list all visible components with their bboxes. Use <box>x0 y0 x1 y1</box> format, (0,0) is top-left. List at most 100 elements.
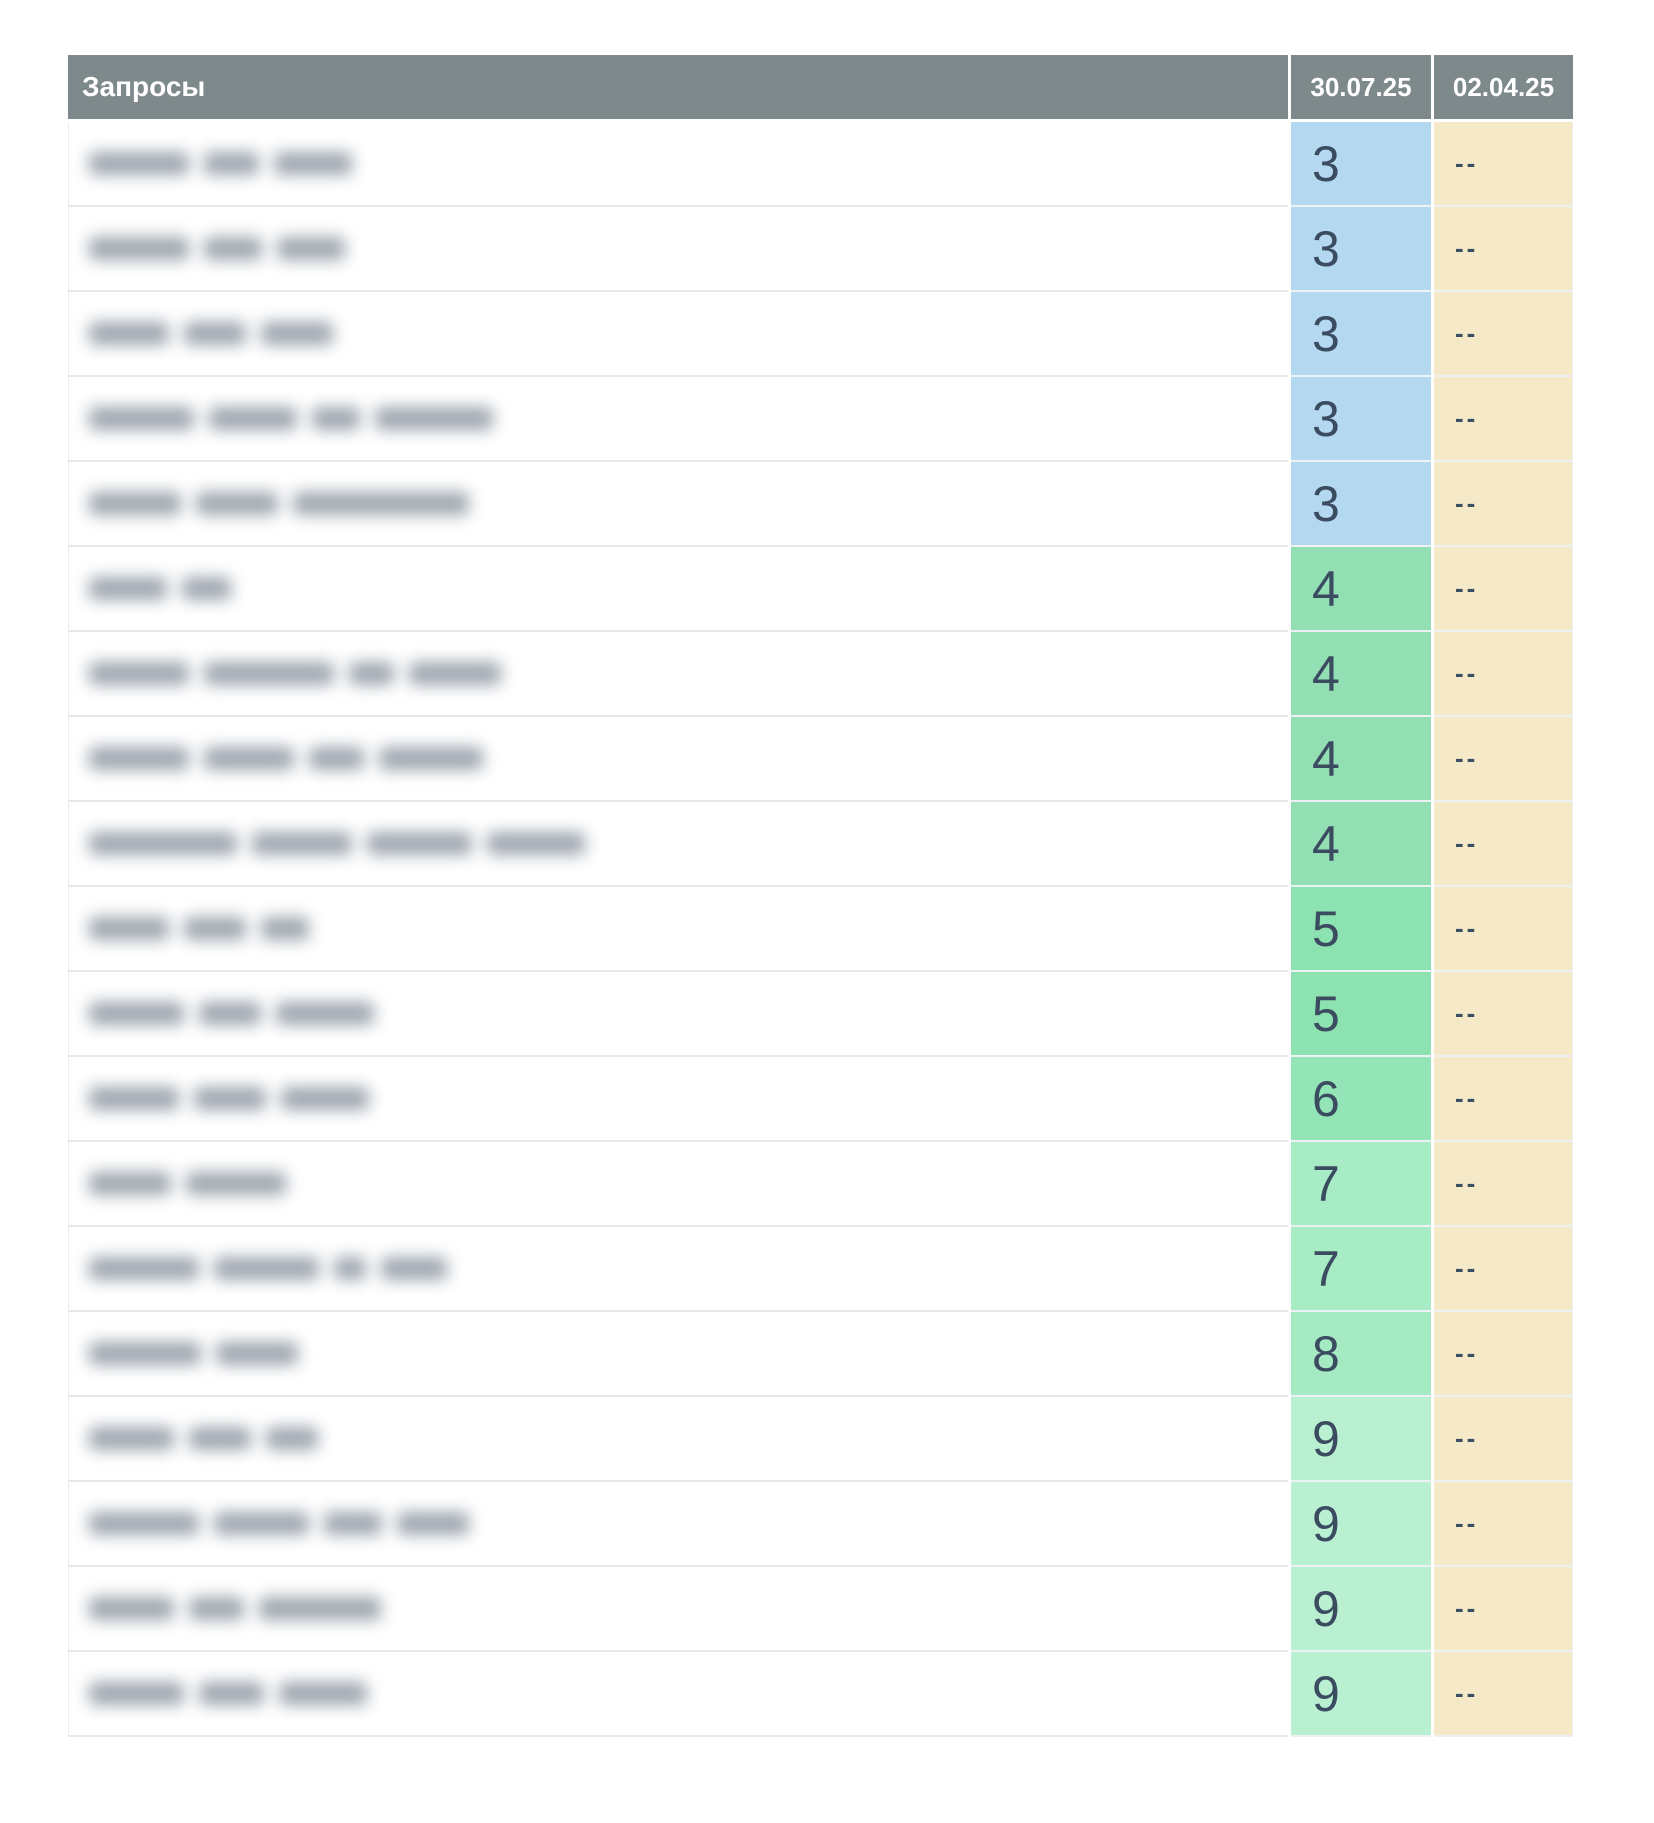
column-header-date-previous[interactable]: 02.04.25 <box>1434 55 1573 119</box>
blurred-word <box>409 662 501 685</box>
blurred-word <box>89 1342 201 1365</box>
previous-position-cell: -- <box>1434 1227 1573 1312</box>
query-row[interactable]: 5 -- <box>68 887 1573 972</box>
query-cell[interactable] <box>68 887 1288 972</box>
blurred-word <box>189 1597 244 1620</box>
query-cell[interactable] <box>68 1652 1288 1737</box>
position-cell: 8 <box>1291 1312 1431 1397</box>
position-cell: 9 <box>1291 1482 1431 1567</box>
query-cell[interactable] <box>68 122 1288 207</box>
blurred-word <box>216 1342 298 1365</box>
previous-position-cell: -- <box>1434 1482 1573 1567</box>
blurred-query-text <box>89 1002 374 1025</box>
previous-position-cell: -- <box>1434 122 1573 207</box>
blurred-word <box>312 407 360 430</box>
blurred-word <box>89 747 189 770</box>
query-cell[interactable] <box>68 1142 1288 1227</box>
position-cell: 3 <box>1291 207 1431 292</box>
query-cell[interactable] <box>68 1312 1288 1397</box>
blurred-word <box>334 1257 366 1280</box>
previous-position-cell: -- <box>1434 292 1573 377</box>
position-value: 4 <box>1312 645 1340 702</box>
column-header-date-current[interactable]: 30.07.25 <box>1291 55 1431 119</box>
blurred-word <box>279 1682 367 1705</box>
previous-position-cell: -- <box>1434 887 1573 972</box>
position-cell: 4 <box>1291 802 1431 887</box>
blurred-word <box>367 832 472 855</box>
blurred-word <box>259 1597 381 1620</box>
position-cell: 4 <box>1291 632 1431 717</box>
query-cell[interactable] <box>68 632 1288 717</box>
query-cell[interactable] <box>68 547 1288 632</box>
blurred-word <box>89 492 181 515</box>
blurred-query-text <box>89 1087 369 1110</box>
query-row[interactable]: 4 -- <box>68 632 1573 717</box>
query-cell[interactable] <box>68 972 1288 1057</box>
query-row[interactable]: 3 -- <box>68 292 1573 377</box>
query-row[interactable]: 5 -- <box>68 972 1573 1057</box>
previous-position-value: -- <box>1455 1083 1479 1113</box>
query-row[interactable]: 7 -- <box>68 1142 1573 1227</box>
blurred-word <box>89 1512 199 1535</box>
previous-position-value: -- <box>1455 1253 1479 1283</box>
query-cell[interactable] <box>68 1057 1288 1142</box>
query-row[interactable]: 3 -- <box>68 377 1573 462</box>
query-cell[interactable] <box>68 717 1288 802</box>
previous-position-value: -- <box>1455 403 1479 433</box>
blurred-query-text <box>89 237 345 260</box>
blurred-word <box>89 832 237 855</box>
query-row[interactable]: 8 -- <box>68 1312 1573 1397</box>
previous-position-cell: -- <box>1434 717 1573 802</box>
query-cell[interactable] <box>68 377 1288 462</box>
query-row[interactable]: 6 -- <box>68 1057 1573 1142</box>
column-header-queries[interactable]: Запросы <box>68 55 1288 119</box>
query-row[interactable]: 9 -- <box>68 1652 1573 1737</box>
blurred-query-text <box>89 1682 367 1705</box>
blurred-word <box>324 1512 382 1535</box>
query-cell[interactable] <box>68 207 1288 292</box>
previous-position-value: -- <box>1455 913 1479 943</box>
query-cell[interactable] <box>68 1567 1288 1652</box>
blurred-word <box>349 662 394 685</box>
query-cell[interactable] <box>68 1482 1288 1567</box>
blurred-word <box>252 832 352 855</box>
blurred-word <box>204 662 334 685</box>
position-value: 5 <box>1312 985 1340 1042</box>
query-cell[interactable] <box>68 1397 1288 1482</box>
query-row[interactable]: 9 -- <box>68 1482 1573 1567</box>
query-row[interactable]: 3 -- <box>68 462 1573 547</box>
blurred-word <box>293 492 469 515</box>
blurred-query-text <box>89 1257 447 1280</box>
query-row[interactable]: 7 -- <box>68 1227 1573 1312</box>
previous-position-cell: -- <box>1434 632 1573 717</box>
blurred-query-text <box>89 407 493 430</box>
blurred-query-text <box>89 1597 381 1620</box>
query-cell[interactable] <box>68 292 1288 377</box>
query-row[interactable]: 3 -- <box>68 207 1573 292</box>
query-cell[interactable] <box>68 462 1288 547</box>
query-row[interactable]: 9 -- <box>68 1567 1573 1652</box>
blurred-word <box>89 1597 174 1620</box>
previous-position-value: -- <box>1455 1423 1479 1453</box>
blurred-word <box>266 1427 318 1450</box>
query-cell[interactable] <box>68 802 1288 887</box>
previous-position-value: -- <box>1455 1168 1479 1198</box>
position-value: 3 <box>1312 305 1340 362</box>
blurred-word <box>204 237 262 260</box>
position-cell: 6 <box>1291 1057 1431 1142</box>
query-cell[interactable] <box>68 1227 1288 1312</box>
previous-position-value: -- <box>1455 1593 1479 1623</box>
blurred-word <box>214 1257 319 1280</box>
position-value: 3 <box>1312 475 1340 532</box>
position-cell: 7 <box>1291 1227 1431 1312</box>
previous-position-value: -- <box>1455 743 1479 773</box>
blurred-query-text <box>89 1172 286 1195</box>
query-row[interactable]: 3 -- <box>68 122 1573 207</box>
blurred-query-text <box>89 1342 298 1365</box>
query-row[interactable]: 9 -- <box>68 1397 1573 1482</box>
blurred-word <box>274 152 352 175</box>
table-header-row: Запросы 30.07.25 02.04.25 <box>68 55 1573 119</box>
query-row[interactable]: 4 -- <box>68 717 1573 802</box>
query-row[interactable]: 4 -- <box>68 547 1573 632</box>
query-row[interactable]: 4 -- <box>68 802 1573 887</box>
